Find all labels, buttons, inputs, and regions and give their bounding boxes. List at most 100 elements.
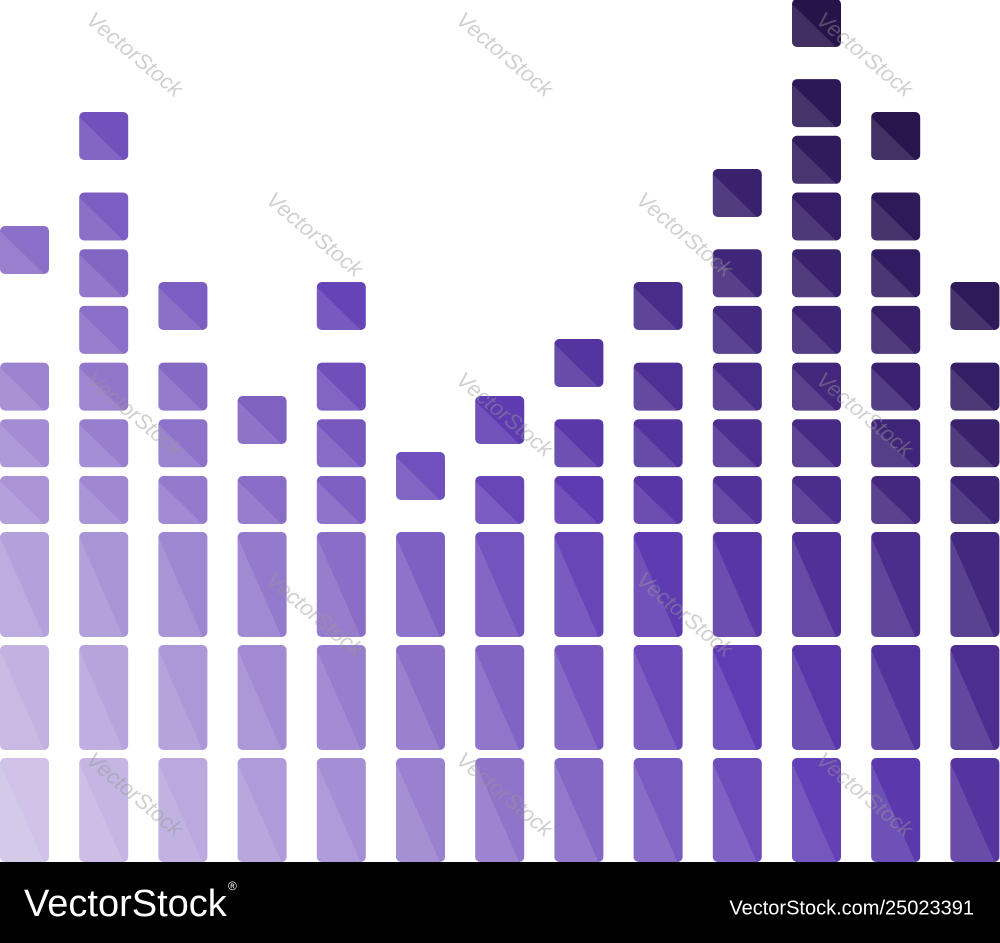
block-shade [79, 254, 124, 298]
bar-block [396, 532, 445, 637]
bar-block [712, 362, 762, 411]
bar-block [158, 282, 208, 330]
block-shade [316, 763, 361, 862]
bar-block [950, 419, 1000, 468]
block-shade [950, 763, 995, 862]
bar-block [871, 419, 921, 468]
bar-block [633, 532, 683, 637]
bar-block [792, 476, 841, 524]
bar-block [475, 758, 525, 862]
bar-block [158, 532, 208, 637]
block-shade [712, 481, 757, 524]
block-shade [950, 481, 995, 524]
block-shade [633, 763, 678, 862]
block-shade [79, 197, 124, 241]
bar-block [792, 0, 841, 47]
bar-block [475, 645, 525, 750]
bar-block [554, 419, 604, 468]
block-shade [871, 650, 916, 750]
block-shade [792, 367, 836, 411]
block-shade [158, 650, 203, 750]
block-shade [871, 424, 916, 468]
bar-block [633, 476, 683, 524]
bar-block [79, 192, 129, 241]
block-shade [237, 401, 282, 444]
block-shade [950, 367, 995, 411]
bar-block [79, 362, 129, 411]
block-shade [79, 117, 124, 160]
footer-id: VectorStock.com/25023391 [729, 897, 974, 919]
bar-block [316, 532, 366, 637]
block-shade [475, 537, 520, 637]
block-shade [633, 537, 678, 637]
block-shade [712, 537, 757, 637]
block-shade [0, 424, 44, 468]
bar-block [554, 758, 604, 862]
block-shade [712, 650, 757, 750]
bar-block [950, 282, 1000, 330]
block-shade [158, 367, 203, 411]
block-shade [237, 650, 282, 750]
bar-block [0, 758, 49, 862]
bar-block [792, 532, 841, 637]
block-shade [871, 310, 916, 354]
block-shade [554, 763, 599, 862]
bar-block [792, 305, 841, 354]
block-shade [871, 481, 916, 524]
bar-block [237, 758, 287, 862]
block-shade [237, 481, 282, 524]
bar-block [475, 532, 525, 637]
block-shade [0, 231, 44, 274]
block-shade [871, 254, 916, 298]
block-shade [158, 424, 203, 468]
bar-block [79, 476, 129, 524]
block-shade [792, 84, 836, 128]
block-shade [316, 367, 361, 411]
block-shade [0, 763, 44, 862]
bar-block [792, 79, 841, 128]
bar-block [950, 476, 1000, 524]
block-shade [316, 537, 361, 637]
bar-block [950, 758, 1000, 862]
block-shade [79, 367, 124, 411]
block-shade [712, 310, 757, 354]
bar-block [237, 532, 287, 637]
block-shade [792, 763, 836, 862]
block-shade [475, 481, 520, 524]
bar-block [792, 362, 841, 411]
block-shade [316, 650, 361, 750]
block-shade [396, 457, 440, 500]
watermark: VectorStock [452, 7, 559, 103]
block-shade [475, 763, 520, 862]
bar-block [79, 112, 129, 160]
bar-block [316, 362, 366, 411]
block-shade [0, 650, 44, 750]
block-shade [158, 287, 203, 330]
block-shade [792, 140, 836, 184]
block-shade [158, 481, 203, 524]
bar-block [316, 645, 366, 750]
block-shade [792, 424, 836, 468]
block-shade [316, 481, 361, 524]
bar-block [712, 476, 762, 524]
bar-block [554, 339, 604, 387]
block-shade [79, 537, 124, 637]
block-shade [871, 117, 916, 160]
bar-block [712, 249, 762, 298]
bar-block [792, 192, 841, 241]
bar-block [0, 226, 49, 274]
bar-block [871, 305, 921, 354]
bar-block [554, 476, 604, 524]
bar-block [792, 249, 841, 298]
block-shade [712, 367, 757, 411]
bar-block [158, 476, 208, 524]
bar-block [0, 476, 49, 524]
bar-block [396, 758, 445, 862]
bar-block [950, 362, 1000, 411]
block-shade [475, 650, 520, 750]
bar-block [554, 532, 604, 637]
bar-block [792, 758, 841, 862]
bar-block [871, 112, 921, 160]
block-shade [0, 481, 44, 524]
